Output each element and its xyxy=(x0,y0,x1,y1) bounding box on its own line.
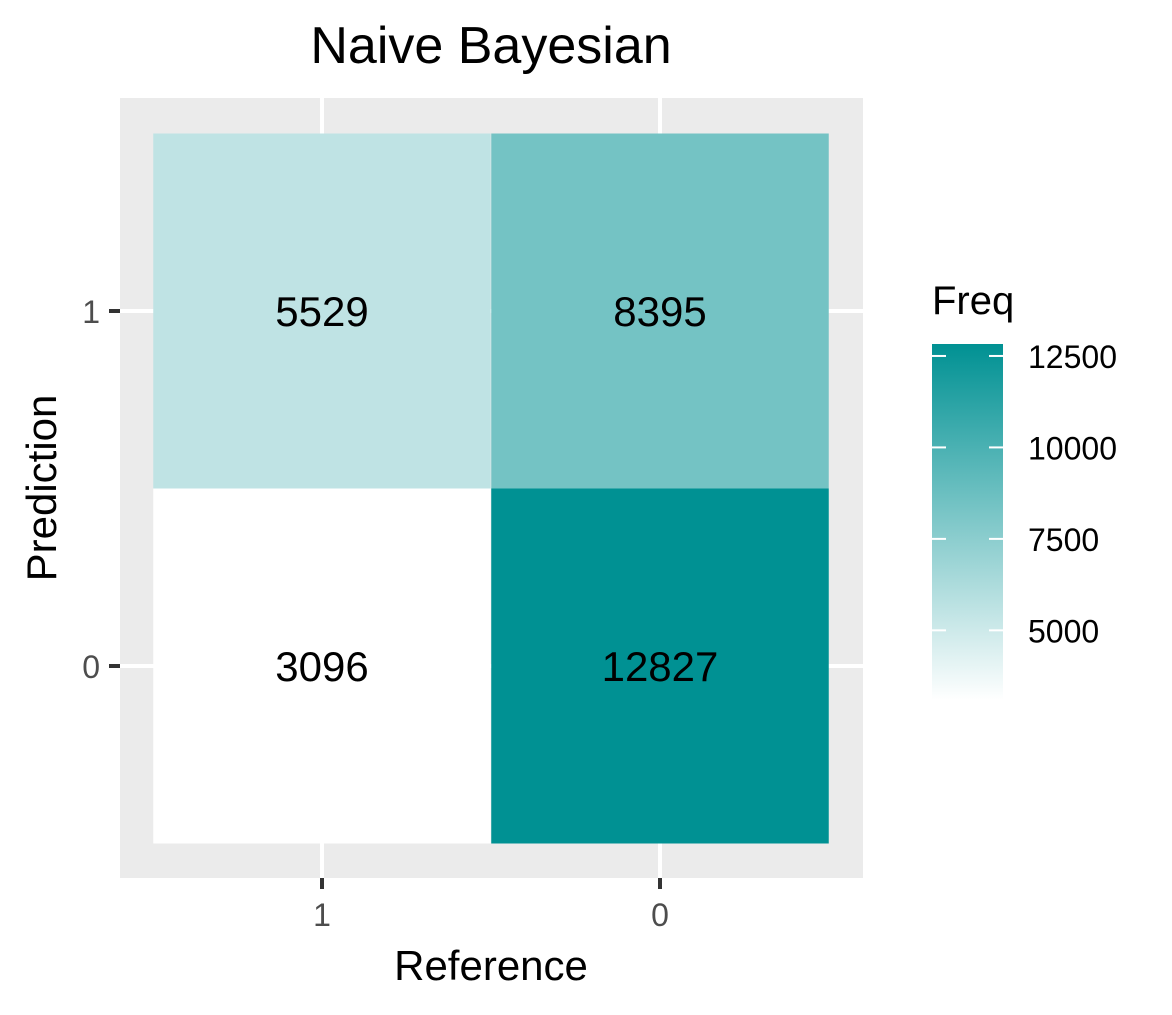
legend: Freq 5000 7500 10000 12500 xyxy=(932,279,1117,700)
x-tick-label-0: 0 xyxy=(651,897,669,933)
legend-title: Freq xyxy=(932,279,1014,323)
y-axis-title: Prediction xyxy=(18,395,65,582)
cell-value-ref1-pred0: 3096 xyxy=(275,643,368,690)
heatmap-cell-ref0-pred0 xyxy=(491,488,829,844)
cell-value-labels: 5529 8395 3096 12827 xyxy=(275,288,718,690)
legend-label-10000: 10000 xyxy=(1028,430,1117,466)
heatmap-cell-ref1-pred0 xyxy=(153,488,491,844)
y-tick-label-0: 0 xyxy=(82,649,100,685)
legend-label-7500: 7500 xyxy=(1028,522,1099,558)
legend-ticks: 5000 7500 10000 12500 xyxy=(932,339,1117,649)
cell-value-ref1-pred1: 5529 xyxy=(275,288,368,335)
legend-label-12500: 12500 xyxy=(1028,339,1117,375)
y-axis: 10 xyxy=(82,294,120,685)
chart-title: Naive Bayesian xyxy=(310,17,671,75)
heatmap-cell-ref1-pred1 xyxy=(153,133,491,489)
heatmap-cell-ref0-pred1 xyxy=(491,133,829,489)
x-tick-label-1: 1 xyxy=(313,897,331,933)
legend-color-bar xyxy=(932,344,1003,700)
cell-value-ref0-pred0: 12827 xyxy=(602,643,719,690)
legend-label-5000: 5000 xyxy=(1028,613,1099,649)
cell-value-ref0-pred1: 8395 xyxy=(613,288,706,335)
y-tick-label-1: 1 xyxy=(82,294,100,330)
x-axis-title: Reference xyxy=(394,942,588,989)
heatmap-cells xyxy=(153,133,829,844)
